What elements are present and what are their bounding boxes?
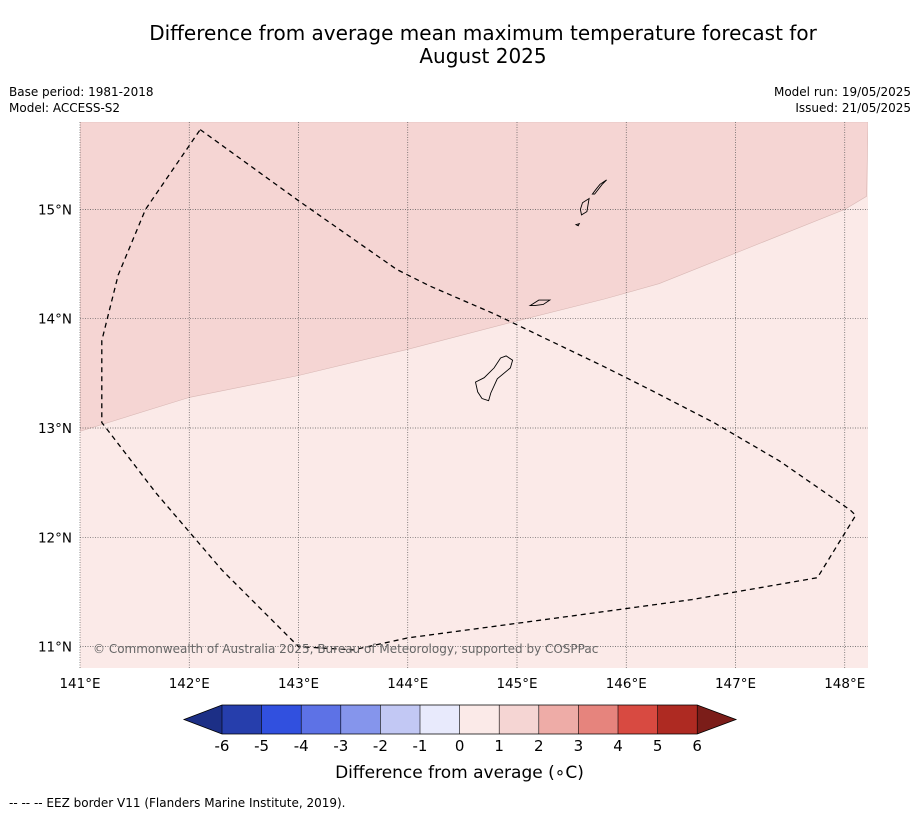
forecast-map: 141°E 142°E 143°E 144°E 145°E 146°E 147°E 148°E…: [38, 122, 868, 755]
colorbar-extend-max: [697, 705, 736, 734]
colorbar-swatch: [499, 705, 539, 734]
colorbar-tick-label: 4: [613, 737, 623, 755]
colorbar-swatch: [657, 705, 698, 734]
colorbar-swatch: [380, 705, 420, 734]
colorbar-swatch: [459, 705, 500, 734]
colorbar-swatch: [222, 705, 262, 734]
lon-tick-label: 147°E: [715, 676, 756, 692]
island-rota: [528, 299, 552, 307]
axis-labels: 141°E 142°E 143°E 144°E 145°E 146°E 147°E 148°E…: [38, 202, 865, 692]
colorbar-tick-label: 3: [574, 737, 584, 755]
model-run: Model run: 19/05/2025: [773, 85, 911, 99]
colorbar-swatch: [301, 705, 341, 734]
colorbar-tick-label: -1: [413, 737, 428, 755]
colorbar-swatch: [578, 705, 618, 734]
lon-tick-label: 146°E: [606, 676, 647, 692]
meta-right: Model run: 19/05/2025 Issued: 21/05/2025: [774, 84, 911, 116]
lon-tick-label: 148°E: [824, 676, 865, 692]
colorbar-tick-label: -6: [215, 737, 230, 755]
colorbar-swatch: [261, 705, 302, 734]
eez-border: [101, 129, 857, 651]
title-line-2: August 2025: [419, 44, 547, 68]
gridlines: [79, 122, 868, 668]
colorbar-tick-label: -5: [254, 737, 269, 755]
issued-date: Issued: 21/05/2025: [795, 101, 911, 115]
island-aguijan: [574, 222, 581, 227]
base-period: Base period: 1981-2018: [9, 85, 154, 99]
lat-tick-label: 15°N: [38, 202, 72, 218]
colorbar-swatch: [538, 705, 579, 734]
title-line-1: Difference from average mean maximum tem…: [149, 21, 817, 45]
lon-tick-label: 144°E: [387, 676, 428, 692]
copyright-notice: © Commonwealth of Australia 2025, Bureau…: [93, 642, 598, 656]
colorbar-tick-label: 0: [455, 737, 465, 755]
lat-tick-label: 14°N: [38, 312, 72, 328]
island-saipan: [591, 179, 607, 195]
lon-tick-label: 143°E: [278, 676, 319, 692]
lat-tick-label: 12°N: [38, 530, 72, 546]
colorbar-swatch: [618, 705, 658, 734]
island-guam: [474, 355, 514, 402]
colorbar-extend-min: [184, 705, 222, 734]
eez-footnote: -- -- -- EEZ border V11 (Flanders Marine…: [9, 796, 346, 810]
model-name: Model: ACCESS-S2: [9, 101, 121, 115]
colorbar-tick-label: 1: [494, 737, 504, 755]
colorbar: -6 -5 -4 -3 -2 -1 0 1 2 3 4 5 6: [182, 704, 738, 755]
colorbar-label: Difference from average (∘C): [335, 763, 584, 783]
lat-tick-label: 11°N: [38, 640, 72, 656]
colorbar-tick-label: 2: [534, 737, 544, 755]
meta-left: Base period: 1981-2018 Model: ACCESS-S2: [9, 84, 154, 116]
colorbar-swatch: [420, 705, 460, 734]
colorbar-swatch: [340, 705, 381, 734]
colorbar-tick-label: -4: [294, 737, 309, 755]
map-title: Difference from average mean maximum tem…: [0, 22, 919, 68]
lon-tick-label: 141°E: [59, 676, 100, 692]
lat-tick-label: 13°N: [38, 421, 72, 437]
island-tinian: [579, 197, 590, 216]
colorbar-tick-label: 5: [653, 737, 663, 755]
colorbar-tick-label: 6: [692, 737, 702, 755]
colorbar-tick-label: -2: [373, 737, 388, 755]
lon-tick-label: 142°E: [169, 676, 210, 692]
plot-area: [79, 122, 868, 668]
colorbar-tick-label: -3: [333, 737, 348, 755]
lon-tick-label: 145°E: [496, 676, 537, 692]
